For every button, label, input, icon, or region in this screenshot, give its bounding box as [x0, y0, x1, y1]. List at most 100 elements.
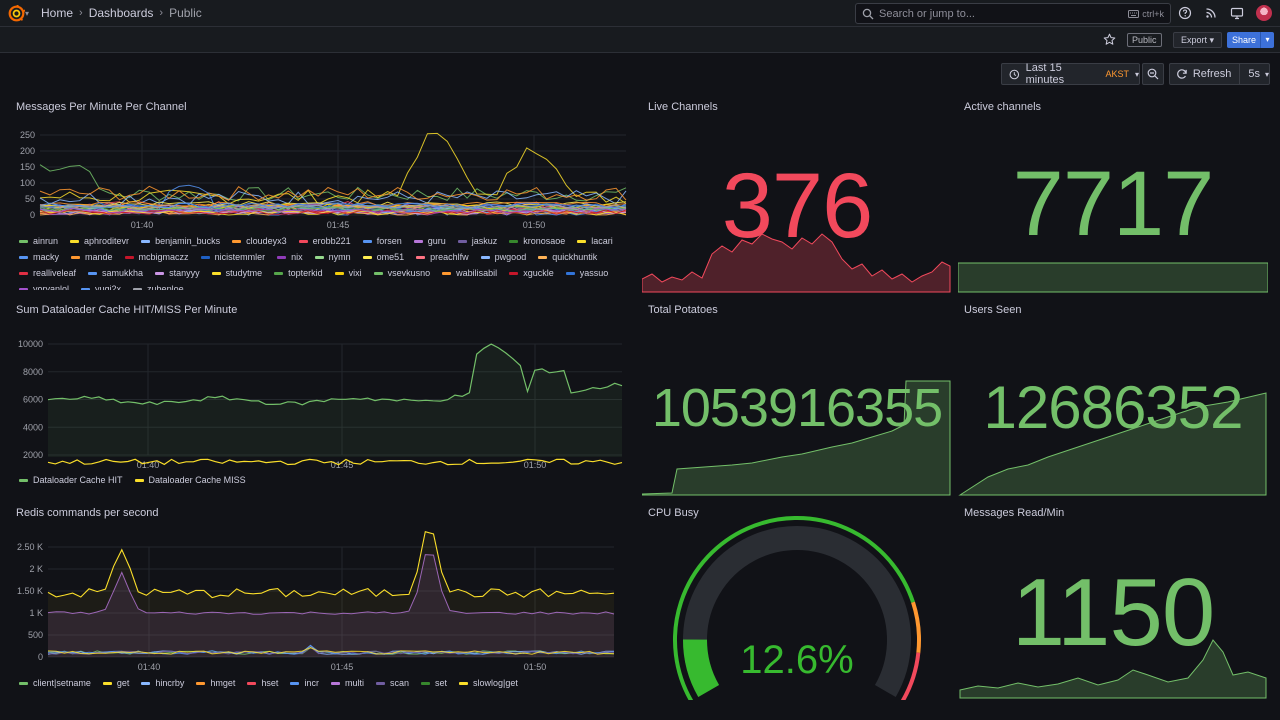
x-tick-label: 01:45	[331, 460, 354, 470]
x-tick-label: 01:40	[137, 460, 160, 470]
legend-item[interactable]: mande	[71, 250, 113, 264]
panel-title: Messages Read/Min	[964, 507, 1065, 519]
share-dropdown-chevron-icon[interactable]: ▾	[1260, 32, 1274, 48]
chevron-down-icon[interactable]: ▾	[25, 9, 30, 18]
legend-item[interactable]: kronosaoe	[509, 234, 565, 248]
search-input[interactable]: Search or jump to... ctrl+k	[855, 3, 1171, 24]
legend-swatch	[133, 287, 143, 290]
legend-item[interactable]: hincrby	[141, 676, 184, 690]
grafana-logo-icon[interactable]	[8, 5, 25, 22]
legend-item[interactable]: client|setname	[19, 676, 91, 690]
legend-item[interactable]: macky	[19, 250, 59, 264]
legend-swatch	[565, 271, 575, 275]
monitor-icon[interactable]	[1230, 6, 1244, 20]
legend-item[interactable]: stanyyy	[155, 266, 200, 280]
legend-item[interactable]: ainrun	[19, 234, 58, 248]
redis-commands-chart[interactable]: 2.50 K 2 K 1.50 K 1 K 500 0 01:40 01:45 01:50	[10, 500, 634, 678]
panel-dataloader-cache[interactable]: Sum Dataloader Cache HIT/MISS Per Minute…	[10, 297, 634, 493]
dataloader-cache-chart[interactable]: 10000 8000 6000 4000 2000 01:40 01:45 01:50	[10, 297, 634, 475]
legend-item[interactable]: yoryanlol	[19, 282, 69, 290]
legend-item[interactable]: quickhuntik	[538, 250, 597, 264]
legend-swatch	[200, 255, 210, 259]
series-line-cache-hit	[47, 343, 623, 406]
legend-label: quickhuntik	[552, 252, 598, 262]
series-line	[39, 209, 627, 216]
legend-item[interactable]: aphroditevr	[70, 234, 129, 248]
legend-item[interactable]: guru	[413, 234, 446, 248]
export-button[interactable]: Export ▾	[1173, 32, 1223, 48]
legend-item[interactable]: pwgood	[480, 250, 526, 264]
legend-label: Dataloader Cache HIT	[33, 475, 123, 485]
legend-item[interactable]: xguckle	[509, 266, 554, 280]
legend-item[interactable]: erobb221	[298, 234, 351, 248]
time-range-picker[interactable]: Last 15 minutes AKST ▾	[1001, 62, 1140, 86]
legend-item[interactable]: nix	[277, 250, 303, 264]
legend-swatch	[509, 239, 519, 243]
panel-active-channels[interactable]: Active channels 7717	[958, 94, 1268, 294]
legend-item[interactable]: get	[102, 676, 129, 690]
panel-total-potatoes[interactable]: Total Potatoes 1053916355	[642, 297, 952, 497]
help-icon[interactable]	[1178, 6, 1192, 20]
messages-per-minute-chart[interactable]: 250 200 150 100 50 0 01:40 01:45 01:50	[10, 94, 634, 234]
legend-item[interactable]: yassuo	[565, 266, 608, 280]
series-line	[47, 646, 615, 655]
y-tick-label: 2.50 K	[17, 542, 43, 552]
share-button[interactable]: Share	[1227, 32, 1262, 48]
breadcrumb-dashboards[interactable]: Dashboards	[88, 6, 154, 20]
legend-item[interactable]: cloudeyx3	[232, 234, 287, 248]
legend-label: incr	[304, 678, 319, 688]
legend-item[interactable]: slowlog|get	[459, 676, 518, 690]
legend-swatch	[375, 681, 385, 685]
rss-news-icon[interactable]	[1204, 6, 1218, 20]
legend-item[interactable]: ome51	[362, 250, 404, 264]
legend-item[interactable]: jaskuz	[457, 234, 497, 248]
legend-item[interactable]: hset	[247, 676, 278, 690]
legend-item[interactable]: benjamin_bucks	[141, 234, 220, 248]
legend-item[interactable]: Dataloader Cache HIT	[19, 473, 123, 487]
legend-item[interactable]: mcbigmaczz	[124, 250, 189, 264]
y-tick-label: 0	[30, 210, 35, 220]
legend-item[interactable]: studytme	[211, 266, 263, 280]
panel-cpu-busy[interactable]: CPU Busy 12.6%	[642, 500, 952, 700]
legend-swatch	[577, 239, 587, 243]
star-icon[interactable]	[1103, 33, 1116, 46]
panel-users-seen[interactable]: Users Seen 12686352	[958, 297, 1268, 497]
panel-redis-commands[interactable]: Redis commands per second 2.50 K 2 K 1.50 …	[10, 500, 634, 696]
gauge-threshold-orange	[911, 601, 921, 653]
legend-item[interactable]: zubeploe	[133, 282, 184, 290]
legend-item[interactable]: multi	[330, 676, 364, 690]
legend-item[interactable]: incr	[290, 676, 319, 690]
legend-label: studytme	[225, 268, 263, 278]
legend-item[interactable]: vixi	[334, 266, 362, 280]
legend-item[interactable]: Dataloader Cache MISS	[134, 473, 246, 487]
legend-item[interactable]: realliveleaf	[19, 266, 76, 280]
legend-item[interactable]: scan	[375, 676, 409, 690]
legend-item[interactable]: forsen	[362, 234, 402, 248]
legend-swatch	[362, 255, 372, 259]
series-line-get	[47, 531, 615, 599]
legend-item[interactable]: set	[420, 676, 447, 690]
legend-label: multi	[344, 678, 364, 688]
series-line-multi	[47, 554, 615, 615]
legend-item[interactable]: vsevkusno	[373, 266, 430, 280]
legend-item[interactable]: nicistemmler	[200, 250, 265, 264]
panel-messages-per-minute[interactable]: Messages Per Minute Per Channel 250 200 15…	[10, 94, 634, 290]
legend-item[interactable]: preachlfw	[416, 250, 469, 264]
legend-item[interactable]: lacari	[577, 234, 613, 248]
legend-item[interactable]: yugi2x	[81, 282, 121, 290]
refresh-interval-label[interactable]: 5s	[1248, 68, 1260, 80]
legend-item[interactable]: samukkha	[88, 266, 143, 280]
legend-swatch	[232, 239, 242, 243]
user-avatar[interactable]	[1256, 5, 1272, 21]
breadcrumb-home[interactable]: Home	[41, 6, 74, 20]
legend-label: wabilisabil	[456, 268, 498, 278]
legend-item[interactable]: wabilisabil	[442, 266, 497, 280]
refresh-picker[interactable]: Refresh 5s ▾	[1169, 63, 1270, 85]
legend-item[interactable]: hmget	[196, 676, 235, 690]
legend-item[interactable]: topterkid	[274, 266, 323, 280]
panel-live-channels[interactable]: Live Channels 376	[642, 94, 952, 294]
series-line	[39, 203, 627, 210]
panel-messages-read[interactable]: Messages Read/Min 1150	[958, 500, 1268, 700]
zoom-out-button[interactable]	[1142, 63, 1164, 85]
legend-item[interactable]: nymn	[314, 250, 351, 264]
